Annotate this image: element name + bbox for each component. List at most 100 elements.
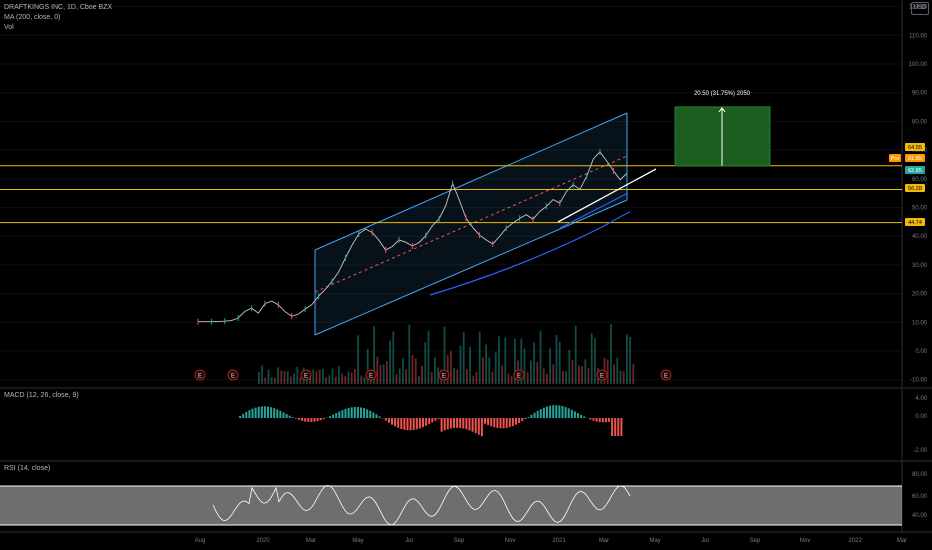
volume-bar xyxy=(258,372,260,384)
macd-bar xyxy=(459,418,462,429)
macd-bar xyxy=(276,409,279,418)
macd-bar xyxy=(263,406,266,418)
price-tag-label: 61.85 xyxy=(908,156,922,162)
grid xyxy=(0,0,932,533)
macd-bar xyxy=(307,418,310,422)
volume-bar xyxy=(501,365,503,384)
macd-bar xyxy=(462,418,465,429)
volume-bar xyxy=(398,368,401,384)
ma-line-fast xyxy=(559,192,629,229)
macd-bar xyxy=(431,418,434,423)
rsi-band xyxy=(0,486,902,525)
volume-bar xyxy=(264,377,267,384)
macd-bar xyxy=(378,416,381,418)
price-axis[interactable]: 120.00 110.00 100.00 90.00 80.00 70.00 60.00 50… xyxy=(889,5,928,519)
price-tick: -10.00 xyxy=(910,378,928,384)
price-tick: 120.00 xyxy=(909,5,928,11)
volume-bar xyxy=(274,377,276,384)
volume-bar xyxy=(366,349,369,384)
time-axis[interactable]: Aug 2020 Mar May Jul Sep Nov 2021 Mar May Jul Sep No… xyxy=(195,538,908,544)
macd-bar xyxy=(409,418,412,431)
volume-bar xyxy=(498,336,500,384)
vol-label[interactable]: Vol xyxy=(4,24,14,31)
macd-bar xyxy=(304,418,307,422)
symbol-label[interactable]: DRAFTKINGS INC, 1D, Cboe BZX xyxy=(4,4,113,11)
volume-bar xyxy=(469,346,471,384)
volume-bar xyxy=(488,357,491,384)
volume-bar xyxy=(475,371,478,384)
volume-bar xyxy=(472,375,475,384)
macd-bar xyxy=(437,418,440,420)
macd-bar xyxy=(257,406,260,418)
macd-bar xyxy=(511,418,514,427)
macd-bar xyxy=(595,418,598,422)
macd-bar xyxy=(580,414,583,418)
price-tick: 50.00 xyxy=(912,206,928,212)
macd-bar xyxy=(449,418,452,429)
currency-badge[interactable]: USD xyxy=(911,2,929,15)
macd-bar xyxy=(242,413,245,418)
macd-label[interactable]: MACD (12, 26, close, 9) xyxy=(4,392,79,399)
macd-bar xyxy=(508,418,511,428)
ma-label[interactable]: MA (200, close, 0) xyxy=(4,14,61,21)
long-position-projection[interactable]: 20.50 (31.75%) 2050 xyxy=(674,91,771,167)
volume-bar xyxy=(293,373,295,384)
earnings-marker-label: E xyxy=(198,374,202,380)
volume-bar xyxy=(555,334,558,384)
macd-bar xyxy=(446,418,449,430)
volume-bar xyxy=(322,368,324,384)
macd-bar xyxy=(608,418,610,422)
price-tick: 100.00 xyxy=(909,62,928,68)
macd-bar xyxy=(428,418,431,425)
price-tick: 110.00 xyxy=(909,33,928,39)
macd-bar xyxy=(539,409,542,418)
macd-bar xyxy=(353,406,356,418)
volume-bar xyxy=(514,338,516,384)
macd-bar xyxy=(561,406,564,418)
macd-bar xyxy=(527,416,530,418)
price-tick: 70.00 xyxy=(912,148,928,154)
macd-bar xyxy=(530,414,533,418)
projection-label: 20.50 (31.75%) 2050 xyxy=(694,91,751,97)
volume-bar xyxy=(616,357,619,384)
macd-bar xyxy=(434,418,437,421)
volume-bar xyxy=(357,335,359,384)
trend-line[interactable] xyxy=(557,168,657,223)
macd-bar xyxy=(502,418,505,429)
volume-bar xyxy=(587,368,590,384)
volume-bar xyxy=(526,372,529,384)
macd-bar xyxy=(480,418,483,437)
macd-bar xyxy=(611,418,614,436)
time-tick: May xyxy=(352,538,363,544)
volume-bar xyxy=(373,325,375,384)
macd-bar xyxy=(422,418,424,428)
macd-bar xyxy=(350,407,353,418)
macd-bar xyxy=(465,418,468,430)
volume-bar xyxy=(450,351,452,384)
volume-bar xyxy=(558,341,561,384)
volume-bar xyxy=(578,365,580,384)
macd-bar xyxy=(490,418,493,427)
volume-bar xyxy=(462,332,465,384)
volume-bars xyxy=(258,324,635,384)
macd-bar xyxy=(487,418,490,426)
volume-bar xyxy=(434,357,436,384)
macd-bar xyxy=(251,408,254,418)
main-legend: DRAFTKINGS INC, 1D, Cboe BZX MA (200, cl… xyxy=(4,3,112,33)
macd-bar xyxy=(468,418,471,431)
volume-bar xyxy=(568,349,571,384)
volume-bar xyxy=(386,361,388,384)
volume-bar xyxy=(453,367,455,384)
macd-bar xyxy=(453,418,455,428)
regression-channel[interactable] xyxy=(314,112,628,336)
macd-bar xyxy=(288,415,291,418)
price-tag-label: Pre xyxy=(891,156,900,162)
volume-bar xyxy=(325,377,327,384)
macd-bar xyxy=(555,405,558,418)
macd-bar xyxy=(245,411,248,418)
volume-bar xyxy=(315,371,318,384)
rsi-label[interactable]: RSI (14, close) xyxy=(4,465,51,472)
price-tag-label: 62.85 xyxy=(908,168,922,174)
